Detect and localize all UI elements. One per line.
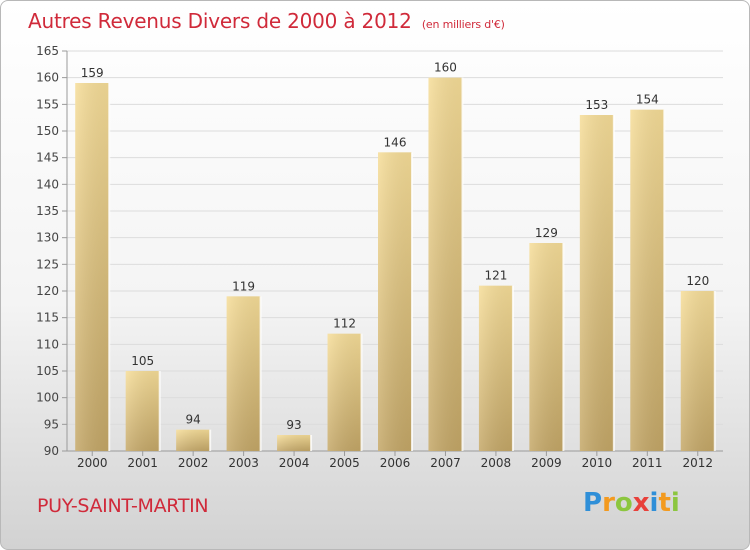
bar-shade (680, 291, 715, 451)
bar-value-label: 153 (585, 98, 608, 112)
bar-value-label: 154 (636, 93, 659, 107)
y-tick-label: 165 (36, 44, 59, 58)
bar-value-label: 129 (535, 226, 558, 240)
y-tick-label: 140 (36, 177, 59, 191)
x-tick-label: 2003 (228, 456, 259, 470)
y-tick-label: 120 (36, 284, 59, 298)
bar-value-label: 105 (131, 354, 154, 368)
proxiti-logo: Proxiti (583, 488, 680, 518)
y-tick-label: 100 (36, 391, 59, 405)
x-tick-label: 2008 (481, 456, 512, 470)
x-tick-label: 2009 (531, 456, 562, 470)
logo-letter: o (614, 488, 633, 518)
y-tick-label: 95 (44, 417, 59, 431)
bar-value-label: 146 (384, 135, 407, 149)
y-tick-label: 145 (36, 151, 59, 165)
bar-shade (125, 371, 160, 451)
logo-letter: P (583, 488, 603, 518)
bar-shade (226, 296, 261, 451)
x-tick-label: 2000 (77, 456, 108, 470)
y-tick-label: 155 (36, 97, 59, 111)
y-tick-label: 115 (36, 311, 59, 325)
chart-title-text: Autres Revenus Divers de 2000 à 2012 (28, 9, 412, 33)
bar-value-label: 93 (286, 418, 301, 432)
bar-shade (327, 333, 362, 451)
x-tick-label: 2002 (178, 456, 209, 470)
y-tick-label: 160 (36, 71, 59, 85)
x-tick-label: 2012 (682, 456, 713, 470)
place-name: PUY-SAINT-MARTIN (37, 495, 209, 517)
chart-subtitle: (en milliers d'€) (421, 18, 505, 31)
bar-shade (277, 435, 312, 451)
x-tick-label: 2004 (279, 456, 310, 470)
x-tick-label: 2011 (632, 456, 663, 470)
bar-value-label: 94 (186, 413, 201, 427)
bar-value-label: 160 (434, 61, 457, 75)
bar-value-label: 112 (333, 317, 356, 331)
x-tick-label: 2006 (380, 456, 411, 470)
x-tick-label: 2010 (582, 456, 613, 470)
logo-letter: x (632, 488, 650, 518)
bar-shade (529, 243, 564, 451)
bar-shade (428, 77, 463, 452)
y-tick-label: 135 (36, 204, 59, 218)
y-tick-label: 110 (36, 337, 59, 351)
bar-shade (378, 152, 412, 452)
y-tick-label: 90 (44, 444, 59, 458)
bar-value-label: 121 (484, 269, 507, 283)
chart-title: Autres Revenus Divers de 2000 à 2012 (en… (28, 9, 505, 33)
logo-letter: r (602, 488, 615, 518)
logo-letter: i (670, 488, 680, 518)
y-tick-label: 105 (36, 364, 59, 378)
bar-value-label: 120 (686, 274, 709, 288)
logo-letter: i (649, 488, 659, 518)
x-tick-label: 2001 (127, 456, 158, 470)
bar-shade (75, 83, 110, 451)
bar-value-label: 119 (232, 279, 255, 293)
bar-shade (579, 115, 614, 451)
bar-shade (176, 429, 211, 451)
logo-letter: t (658, 488, 671, 518)
y-tick-label: 150 (36, 124, 59, 138)
x-tick-label: 2005 (329, 456, 360, 470)
bar-shade (478, 285, 513, 451)
x-tick-label: 2007 (430, 456, 461, 470)
y-tick-label: 130 (36, 231, 59, 245)
bar-value-label: 159 (81, 66, 104, 80)
y-tick-label: 125 (36, 257, 59, 271)
bar-shade (630, 109, 665, 452)
